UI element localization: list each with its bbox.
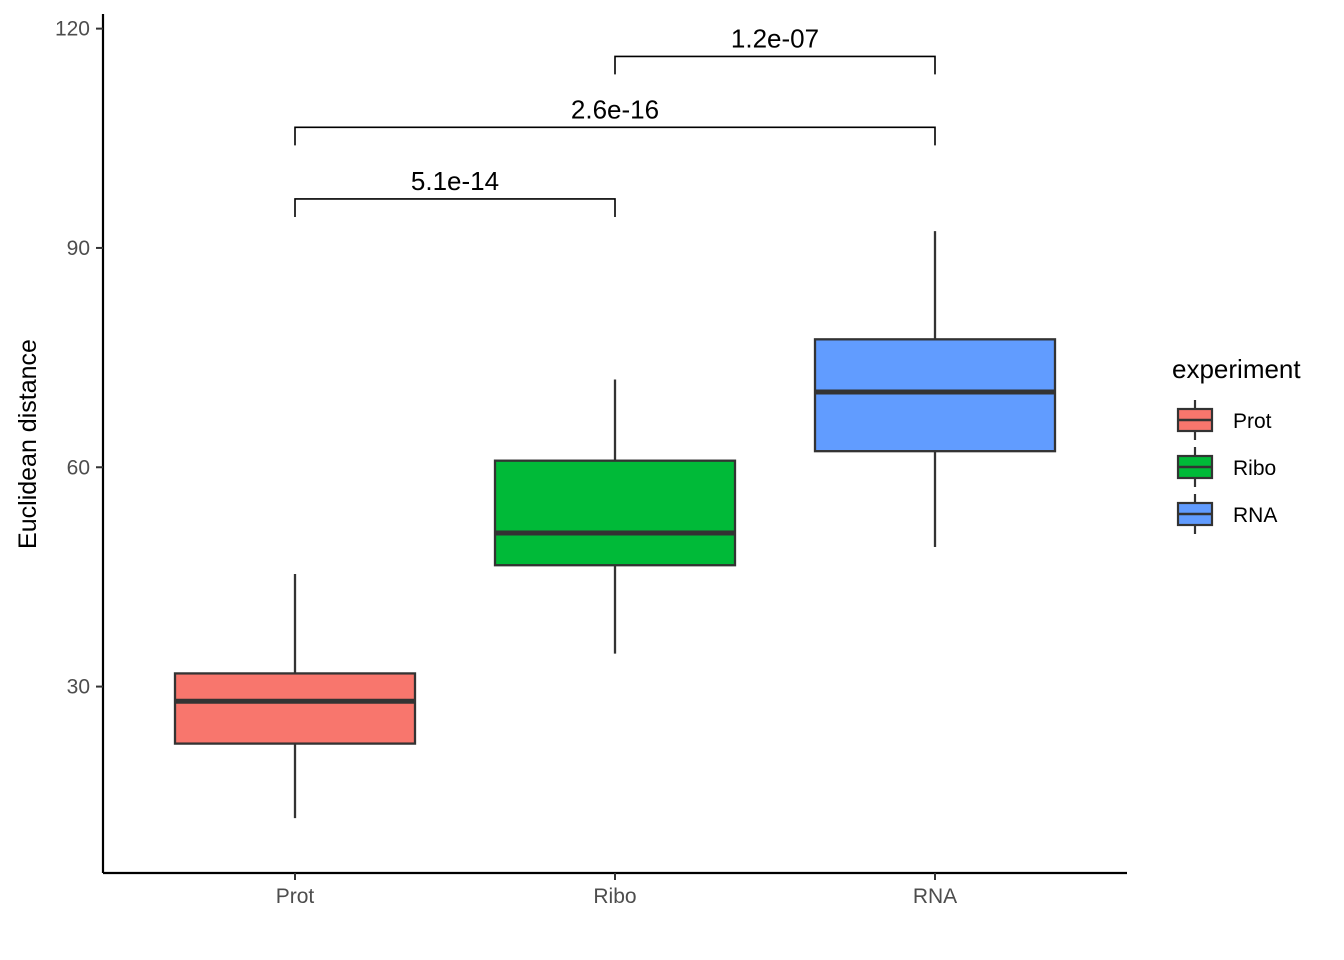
p-value-label: 2.6e-16: [571, 94, 659, 124]
bracket-line: [294, 198, 616, 217]
y-tick-label: 120: [55, 18, 90, 41]
y-tick-label: 30: [67, 676, 90, 699]
box-iqr: [173, 672, 417, 745]
legend-item-prot: Prot: [1176, 400, 1272, 440]
legend-label: Ribo: [1233, 457, 1276, 480]
legend-key: [1176, 494, 1214, 534]
legend-item-rna: RNA: [1176, 494, 1277, 534]
x-tick-label: Ribo: [593, 885, 636, 908]
legend-label: Prot: [1233, 410, 1272, 433]
box-ribo: [493, 379, 737, 654]
box-iqr: [813, 338, 1057, 453]
comparison-bracket: 1.2e-07: [614, 23, 936, 75]
x-tick-label: RNA: [913, 885, 957, 908]
p-value-label: 1.2e-07: [731, 23, 819, 53]
boxes: [173, 231, 1057, 819]
y-tick-label: 60: [67, 456, 90, 479]
legend-key: [1176, 400, 1214, 440]
p-value-label: 5.1e-14: [411, 166, 499, 196]
legend-key: [1176, 447, 1214, 487]
box-iqr: [493, 459, 737, 567]
bracket-line: [294, 126, 936, 146]
y-ticks: 30 60 90 120: [55, 18, 103, 699]
x-tick-label: Prot: [276, 885, 315, 908]
legend-label: RNA: [1233, 504, 1277, 527]
comparison-bracket: 5.1e-14: [294, 166, 616, 217]
y-tick-label: 90: [67, 237, 90, 260]
comparison-brackets: 5.1e-14 2.6e-16 1.2e-07: [294, 23, 936, 217]
box-rna: [813, 231, 1057, 547]
legend: experiment Prot Ribo RNA: [1172, 354, 1301, 534]
x-ticks: Prot Ribo RNA: [276, 873, 957, 908]
bracket-line: [614, 55, 936, 75]
box-prot: [173, 573, 417, 819]
comparison-bracket: 2.6e-16: [294, 94, 936, 146]
legend-item-ribo: Ribo: [1176, 447, 1276, 487]
legend-title: experiment: [1172, 354, 1301, 384]
y-axis-title: Euclidean distance: [14, 339, 42, 549]
